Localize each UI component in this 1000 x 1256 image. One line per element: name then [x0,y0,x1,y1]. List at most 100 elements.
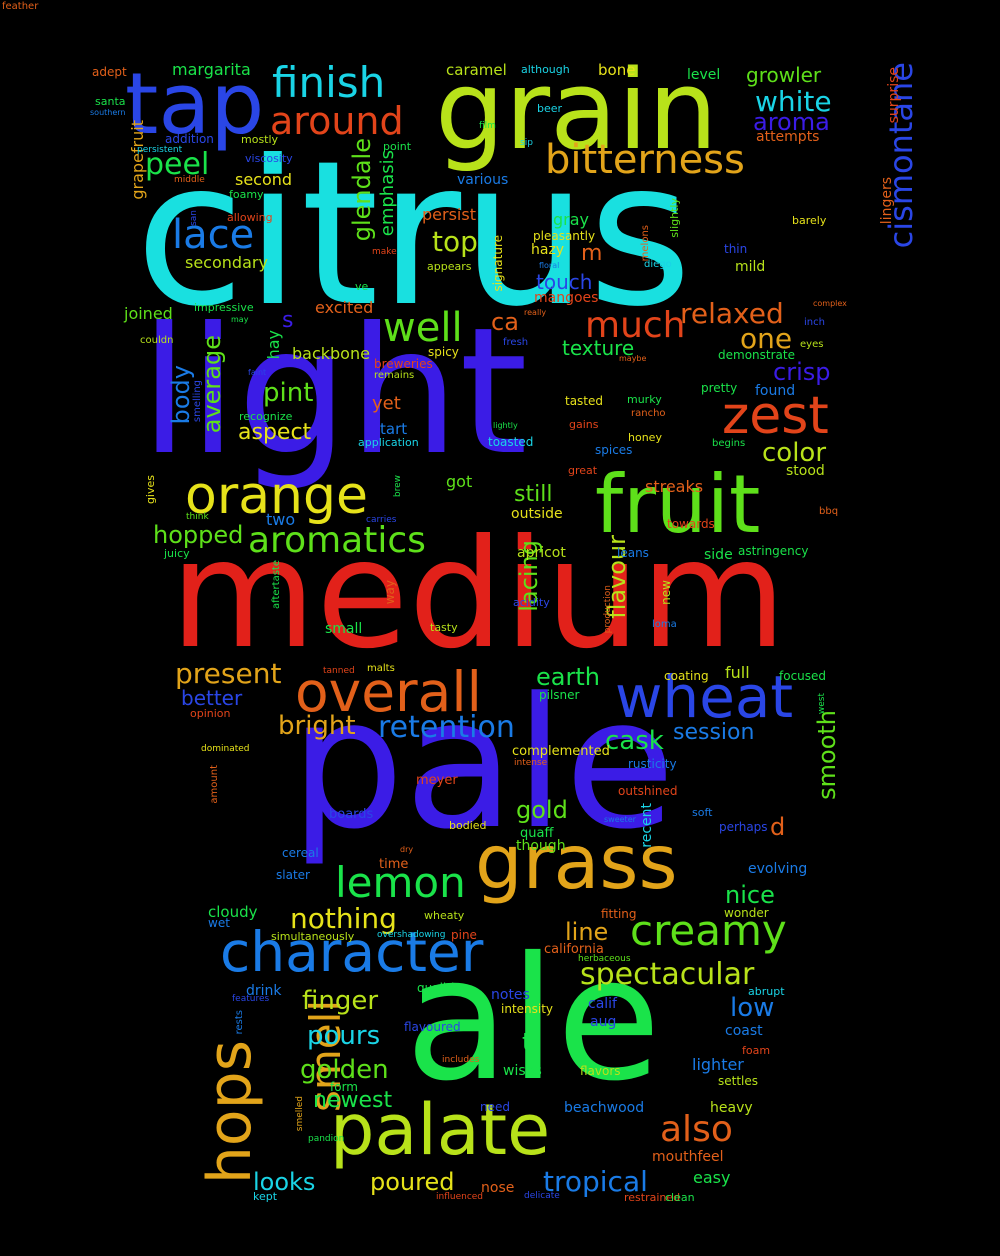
word-think: think [186,512,209,522]
word-heavy: heavy [710,1100,753,1116]
word-aftertaste: aftertaste [271,560,282,609]
word-clean: clean [665,1191,695,1204]
word-carries: carries [366,515,397,525]
word-margarita: margarita [172,60,251,79]
word-grain: grain [435,46,718,174]
word-form: form [330,1080,358,1094]
word-tart: tart [380,420,408,438]
word-slater: slater [276,868,310,882]
word-acidity: acidity [513,596,550,609]
word-bodied: bodied [449,819,487,832]
word-faint: faint [248,368,267,377]
word-citrus: citrus [135,118,693,351]
word-signature: signature [491,235,505,292]
word-hay: hay [264,330,283,360]
word-dominated: dominated [201,744,250,754]
word-lighter: lighter [692,1055,744,1074]
word-ca: ca [491,308,519,336]
word-nose: nose [481,1180,515,1196]
word-herbaceous: herbaceous [578,954,631,964]
word-white: white [755,85,832,118]
word-juicy: juicy [164,547,190,560]
word-gray: gray [553,210,590,229]
word-opinion: opinion [190,707,231,720]
word-wheat: wheat [615,663,794,731]
word-maybe: maybe [619,354,647,363]
word-san: san [189,210,199,226]
word-murky: murky [627,393,662,406]
word-soft: soft [692,806,713,819]
word-bright: bright [278,711,356,741]
word-settles: settles [718,1074,759,1088]
word-s: s [282,308,294,333]
word-lightly: lightly [493,421,518,430]
word-yet: yet [372,393,401,414]
word-aug: aug [590,1014,617,1030]
word-caramel: caramel [446,61,507,79]
word-one: one [740,322,793,355]
word-tasted: tasted [565,394,604,408]
word-appears: appears [427,260,472,273]
word-recognize: recognize [239,410,293,423]
word-nothing: nothing [290,902,397,935]
word-relaxed: relaxed [680,297,784,330]
word-time: time [379,857,409,872]
word-coating: coating [664,669,709,683]
word-m: m [581,241,603,266]
word-also: also [660,1109,733,1150]
word-application: application [358,436,419,449]
word-point: point [383,140,412,153]
word-spices: spices [595,443,633,457]
word-dry: dry [400,845,414,854]
word-outside: outside [511,506,563,522]
word-orange: orange [185,466,369,526]
word-sip: sip [520,138,533,148]
word-present: present [175,657,282,690]
word-pale: pale [290,660,676,869]
word-eyes: eyes [800,339,824,350]
word-overshadowing: overshadowing [377,930,446,940]
word-intensity: intensity [501,1002,554,1016]
word-great: great [568,464,598,477]
word-hopped: hopped [153,521,244,549]
word-second: second [235,170,293,189]
word-astringency: astringency [738,544,809,558]
word-finish: finish [272,58,386,107]
word-diego: diego [644,259,672,270]
word-slightly: slightly [668,198,681,238]
word-hazy: hazy [531,242,565,258]
word-mild: mild [735,259,766,275]
word-pleasantly: pleasantly [533,229,596,243]
word-features: features [232,994,270,1004]
word-honey: honey [628,431,662,444]
word-bbq: bbq [819,506,839,517]
word-beachwood: beachwood [564,1100,645,1116]
word-attempts: attempts [756,129,820,145]
word-thin: thin [724,242,748,256]
word-california: california [544,942,604,957]
word-pine: pine [451,928,477,942]
word-aroma: aroma [753,108,830,136]
word-production: production [603,585,613,634]
word-cereal: cereal [282,846,319,860]
word-mangoes: mangoes [534,290,599,306]
word-tanned: tanned [323,666,355,676]
word-tasty: tasty [430,621,458,634]
word-rancho: rancho [631,408,666,419]
word-melons: melons [640,225,651,262]
word-retention: retention [378,710,515,745]
word-color: color [762,438,827,468]
word-much: much [585,305,686,346]
word-adept: adept [92,65,127,79]
word-smooth: smooth [813,710,841,800]
word-backbone: backbone [292,344,370,363]
word-top: top [432,225,478,258]
word-impressive: impressive [194,301,254,314]
word-t: t [522,1028,532,1056]
word-lemon: lemon [335,858,466,907]
word-amount: amount [209,765,220,804]
word-spicy: spicy [428,345,459,359]
word-tap: tap [125,55,265,154]
word-foamy: foamy [229,188,264,201]
